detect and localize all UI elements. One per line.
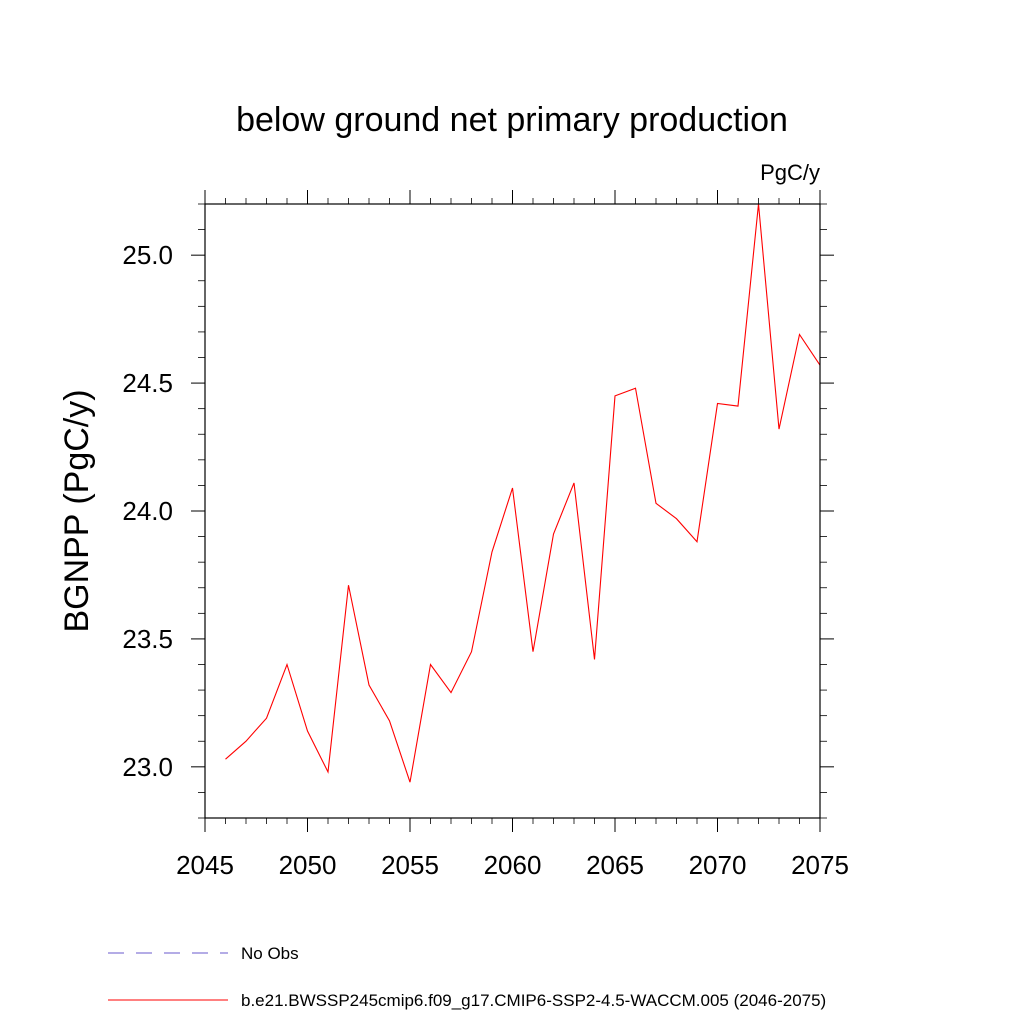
y-tick-label: 23.5 — [122, 624, 173, 654]
series-line — [225, 203, 821, 783]
legend-label: b.e21.BWSSP245cmip6.f09_g17.CMIP6-SSP2-4… — [241, 991, 826, 1010]
x-tick-label: 2060 — [484, 850, 542, 880]
y-tick-label: 24.0 — [122, 496, 173, 526]
y-axis-label: BGNPP (PgC/y) — [58, 389, 96, 632]
legend: No Obs b.e21.BWSSP245cmip6.f09_g17.CMIP6-… — [108, 944, 826, 1010]
y-tick-label: 23.0 — [122, 752, 173, 782]
y-tick-label: 25.0 — [122, 240, 173, 270]
chart-title: below ground net primary production — [236, 101, 788, 139]
plot-frame — [204, 203, 821, 819]
x-tick-label: 2065 — [586, 850, 644, 880]
units-label: PgC/y — [760, 160, 820, 185]
x-tick-label: 2075 — [791, 850, 849, 880]
tick-labels: 2045 2050 2055 2060 2065 2070 2075 23.0 23.5 24.0… — [122, 240, 849, 880]
legend-label: No Obs — [241, 944, 299, 963]
axis-ticks — [191, 190, 834, 832]
x-tick-label: 2070 — [689, 850, 747, 880]
x-tick-label: 2055 — [381, 850, 439, 880]
x-tick-label: 2050 — [279, 850, 337, 880]
y-tick-label: 24.5 — [122, 368, 173, 398]
series-lines — [225, 203, 821, 783]
x-tick-label: 2045 — [176, 850, 234, 880]
